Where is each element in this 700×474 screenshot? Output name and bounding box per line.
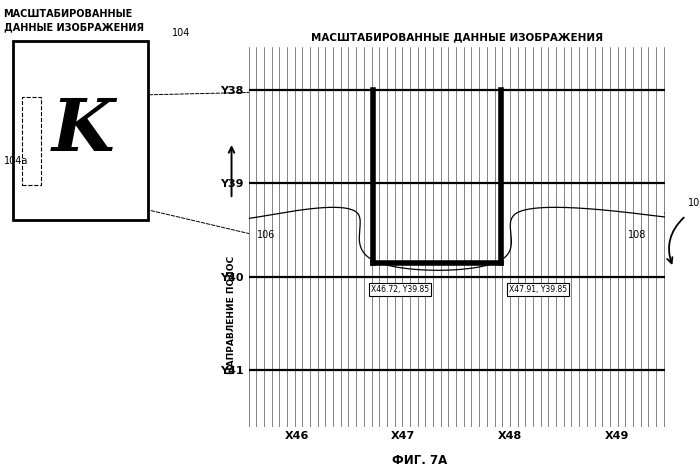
Text: МАСШТАБИРОВАННЫЕ
ДАННЫЕ ИЗОБРАЖЕНИЯ: МАСШТАБИРОВАННЫЕ ДАННЫЕ ИЗОБРАЖЕНИЯ (4, 9, 144, 32)
Text: 108: 108 (628, 230, 646, 240)
Text: НАПРАВЛЕНИЕ ПОЛОС: НАПРАВЛЕНИЕ ПОЛОС (227, 256, 236, 374)
Text: 104: 104 (172, 28, 190, 38)
Text: X46.72, Y39.85: X46.72, Y39.85 (371, 285, 429, 294)
Text: 106: 106 (257, 230, 275, 240)
Bar (22, 97, 41, 185)
Text: 104a: 104a (4, 156, 28, 166)
Text: ФИГ. 7А: ФИГ. 7А (393, 454, 447, 467)
Text: 106: 106 (688, 199, 700, 209)
Text: X47.91, Y39.85: X47.91, Y39.85 (509, 285, 567, 294)
Text: K: K (52, 95, 115, 166)
Title: МАСШТАБИРОВАННЫЕ ДАННЫЕ ИЗОБРАЖЕНИЯ: МАСШТАБИРОВАННЫЕ ДАННЫЕ ИЗОБРАЖЕНИЯ (311, 32, 603, 43)
